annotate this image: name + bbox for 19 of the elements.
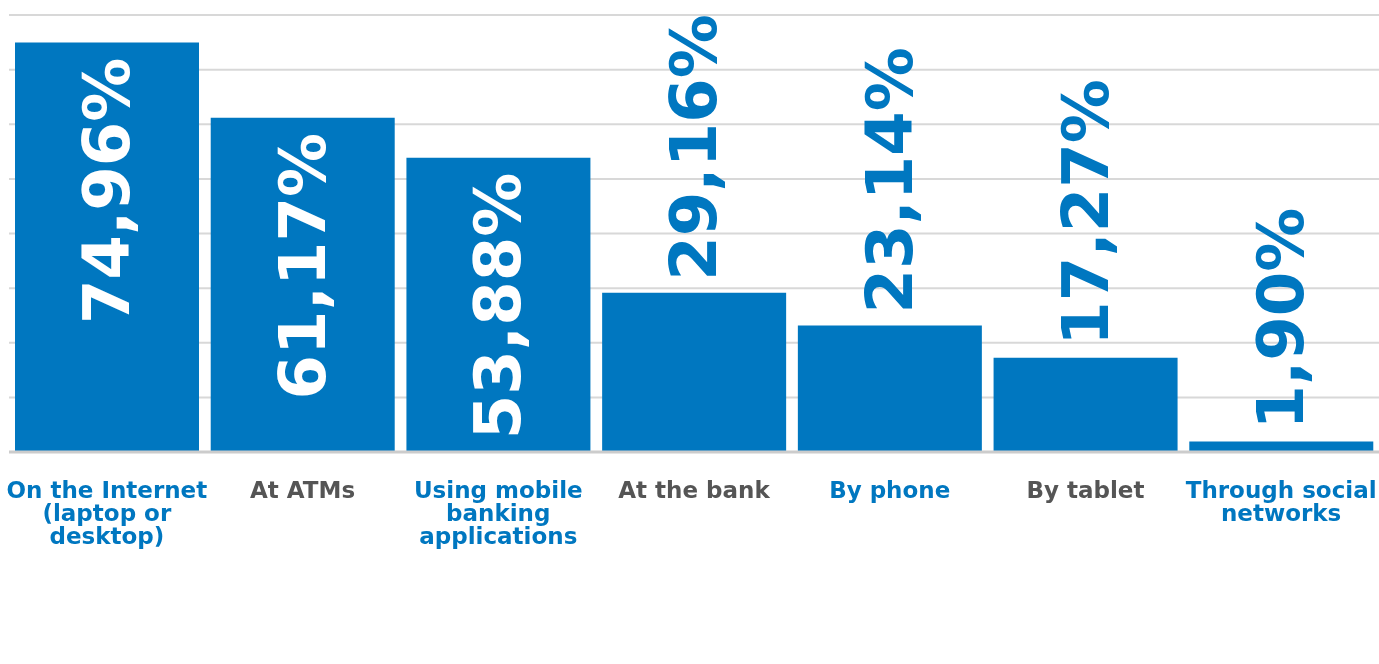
bar: [15, 42, 199, 452]
x-tick-label: At ATMs: [250, 477, 356, 504]
x-tick-label: At the bank: [618, 477, 771, 504]
x-tick-label: Through social networks: [1185, 477, 1377, 527]
bar: [797, 325, 982, 452]
data-label: 53,88%: [461, 172, 536, 440]
data-label: 74,96%: [70, 57, 144, 325]
x-tick-label: By tablet: [1026, 477, 1145, 504]
data-label: 61,17%: [265, 132, 340, 400]
x-tick-label: By phone: [829, 477, 951, 504]
bar: [210, 117, 395, 452]
x-tick-label: Using mobile banking applications: [413, 477, 583, 550]
bar: [993, 357, 1178, 452]
x-tick-label: On the Internet (laptop or desktop): [6, 477, 208, 550]
data-label: 23,14%: [852, 47, 927, 314]
bar: [602, 292, 787, 452]
data-label: 1,90%: [1244, 207, 1319, 430]
data-label: 17,27%: [1048, 79, 1123, 346]
data-label: 29,16%: [657, 14, 732, 281]
